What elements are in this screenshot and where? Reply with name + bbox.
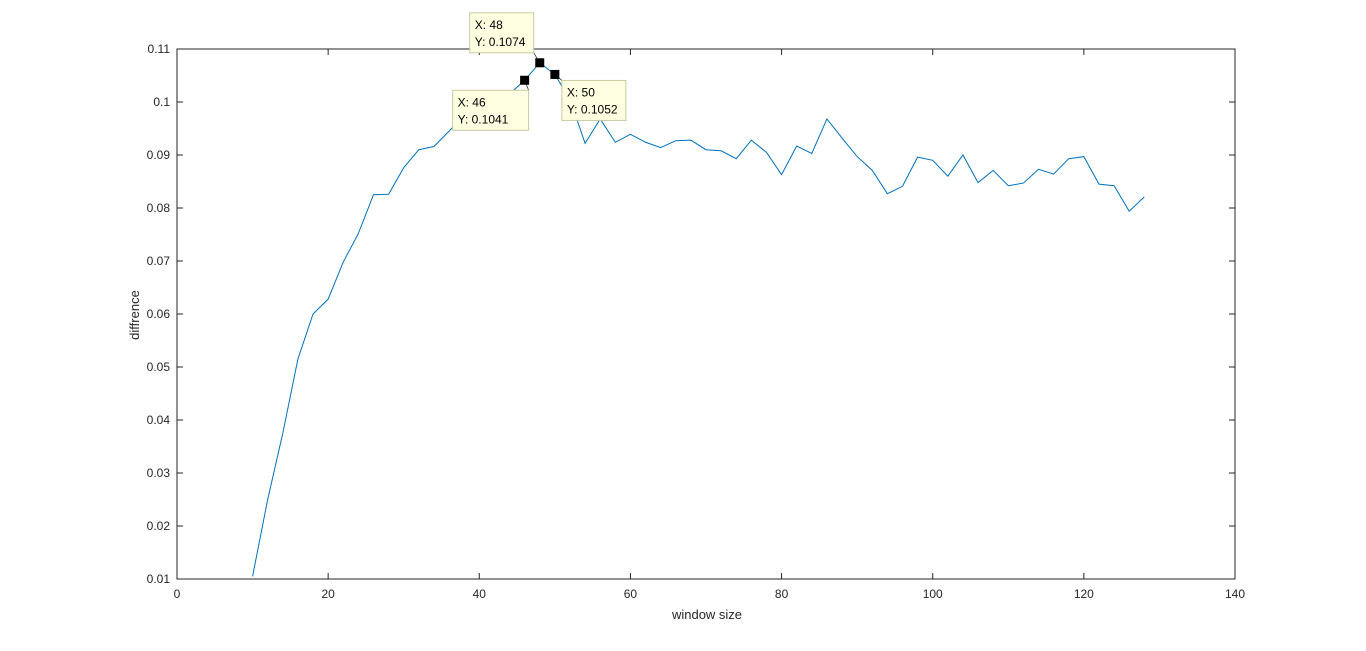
y-tick-label: 0.01 <box>147 572 171 586</box>
datatip-x-text: X: 46 <box>458 95 486 109</box>
datatip-marker <box>550 69 560 79</box>
x-tick-label: 60 <box>624 587 638 601</box>
datatip-box <box>469 12 535 54</box>
y-tick-label: 0.04 <box>147 413 171 427</box>
x-tick-label: 100 <box>923 587 943 601</box>
datatip-y-text: Y: 0.1052 <box>567 102 618 116</box>
series-line <box>252 62 1145 577</box>
datatip-y-text: Y: 0.1041 <box>458 112 509 126</box>
datatip-marker <box>520 75 530 85</box>
axes-box <box>176 48 1236 580</box>
y-tick-label: 0.02 <box>147 519 171 533</box>
y-tick-label: 0.03 <box>147 466 171 480</box>
datatip-box <box>561 79 627 121</box>
x-axis-label: window size <box>671 607 742 622</box>
y-tick-label: 0.11 <box>148 42 171 56</box>
y-tick-label: 0.09 <box>147 148 171 162</box>
datatip-x-text: X: 50 <box>567 85 595 99</box>
x-tick-label: 40 <box>473 587 487 601</box>
datatip-box <box>452 89 530 131</box>
y-tick-label: 0.05 <box>147 360 171 374</box>
x-tick-label: 20 <box>321 587 335 601</box>
y-axis-label: diffrence <box>127 290 142 340</box>
x-tick-label: 0 <box>174 587 181 601</box>
datatip-y-text: Y: 0.1074 <box>475 35 526 49</box>
x-tick-label: 120 <box>1074 587 1094 601</box>
datatip-x-text: X: 48 <box>475 18 503 32</box>
y-tick-label: 0.07 <box>147 254 171 268</box>
y-tick-label: 0.06 <box>147 307 171 321</box>
datatip-marker <box>535 58 545 68</box>
x-tick-label: 140 <box>1225 587 1245 601</box>
y-tick-label: 0.1 <box>153 95 170 109</box>
y-tick-label: 0.08 <box>147 201 171 215</box>
plot-area: 0 20 40 60 80 100 120 140 0.01 0.02 0.03 0.04 0.05 0.… <box>147 12 1245 601</box>
x-tick-label: 80 <box>775 587 789 601</box>
